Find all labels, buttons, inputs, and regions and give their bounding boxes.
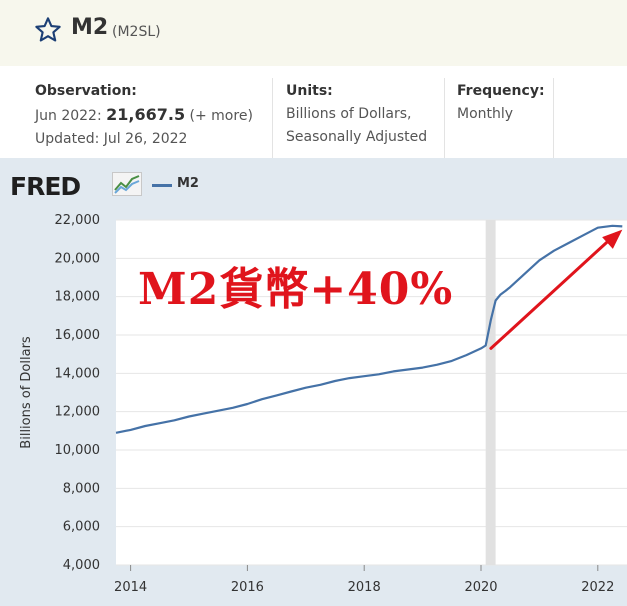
divider <box>553 78 554 158</box>
frequency-value: Monthly <box>457 106 514 122</box>
x-tick-label: 2016 <box>231 580 264 595</box>
observation-date: Jun 2022: <box>35 108 102 124</box>
annotation-arrow-head <box>602 229 623 249</box>
y-tick-label: 12,000 <box>55 405 101 420</box>
divider <box>272 78 273 158</box>
y-axis-label: Billions of Dollars <box>19 336 34 449</box>
x-tick-label: 2020 <box>464 580 497 595</box>
y-tick-label: 10,000 <box>55 443 101 458</box>
units-line2: Seasonally Adjusted <box>286 129 428 145</box>
plot-background <box>116 220 627 565</box>
star-icon[interactable] <box>34 16 62 44</box>
units-block: Units: Billions of Dollars, Seasonally A… <box>286 80 427 149</box>
y-tick-label: 22,000 <box>55 213 101 228</box>
frequency-block: Frequency: Monthly <box>457 80 545 126</box>
recession-band <box>485 220 496 565</box>
y-tick-label: 20,000 <box>55 251 101 266</box>
fred-logo[interactable]: FRED <box>10 172 81 201</box>
annotation-arrow-line <box>489 232 618 350</box>
series-header: M2 (M2SL) <box>0 0 627 66</box>
observation-block: Observation: Jun 2022: 21,667.5 (+ more)… <box>35 80 253 151</box>
y-tick-label: 4,000 <box>63 558 100 573</box>
observation-more-link[interactable]: (+ more) <box>189 108 253 124</box>
y-tick-label: 8,000 <box>63 481 100 496</box>
observation-label: Observation: <box>35 83 137 99</box>
legend-swatch <box>152 184 172 187</box>
x-tick-label: 2014 <box>114 580 147 595</box>
updated-date: Updated: Jul 26, 2022 <box>35 131 188 147</box>
series-id: (M2SL) <box>112 24 161 40</box>
y-tick-label: 6,000 <box>63 520 100 535</box>
y-tick-label: 14,000 <box>55 366 101 381</box>
units-line1: Billions of Dollars, <box>286 106 412 122</box>
observation-value: 21,667.5 <box>106 105 186 124</box>
series-line-m2 <box>115 224 623 434</box>
divider <box>444 78 445 158</box>
page-title: M2 <box>71 15 109 40</box>
legend-label: M2 <box>177 176 199 191</box>
y-tick-label: 18,000 <box>55 290 101 305</box>
x-tick-label: 2018 <box>348 580 381 595</box>
x-tick-label: 2022 <box>581 580 614 595</box>
y-tick-label: 16,000 <box>55 328 101 343</box>
chart-logo-icon <box>112 172 142 196</box>
annotation-text: M2貨幣+40% <box>138 264 454 315</box>
series-meta: Observation: Jun 2022: 21,667.5 (+ more)… <box>0 66 627 158</box>
units-label: Units: <box>286 83 333 99</box>
frequency-label: Frequency: <box>457 83 545 99</box>
